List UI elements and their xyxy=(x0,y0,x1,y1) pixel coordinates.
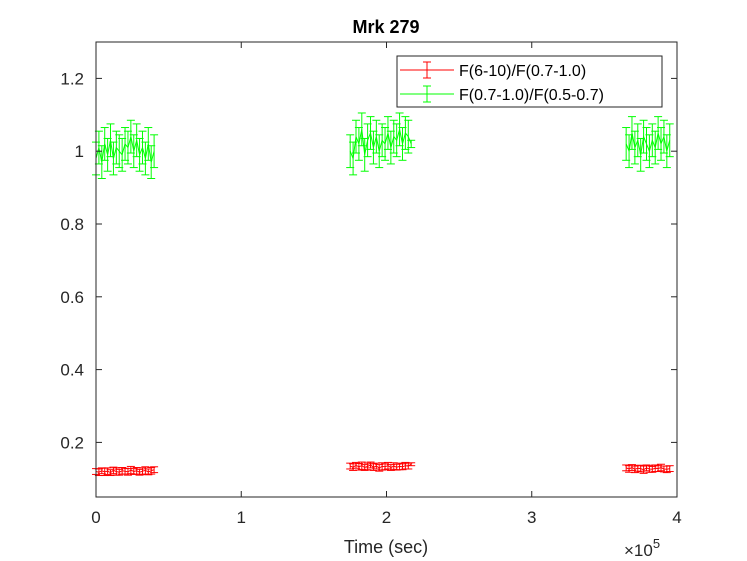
x-tick-label: 1 xyxy=(237,508,246,527)
series-line xyxy=(95,469,155,474)
series-0-segment-2 xyxy=(622,463,674,474)
series-0-segment-1 xyxy=(346,461,416,472)
legend: F(6-10)/F(0.7-1.0) F(0.7-1.0)/F(0.5-0.7) xyxy=(396,55,663,108)
x-axis-multiplier: ×105 xyxy=(624,536,660,560)
x-tick-label: 2 xyxy=(382,508,391,527)
legend-entry-0: F(6-10)/F(0.7-1.0) xyxy=(400,61,586,80)
series-line xyxy=(625,132,671,155)
y-tick-label: 0.6 xyxy=(60,288,84,307)
legend-entry-1: F(0.7-1.0)/F(0.5-0.7) xyxy=(400,85,604,104)
x-axis-multiplier-base: ×10 xyxy=(624,541,653,560)
y-tick-label: 0.4 xyxy=(60,361,84,380)
series-line xyxy=(349,129,412,161)
legend-label: F(6-10)/F(0.7-1.0) xyxy=(459,63,586,80)
series-1-segment-1 xyxy=(346,112,416,176)
series-line xyxy=(626,466,670,471)
series-0-segment-0 xyxy=(92,465,159,477)
series-1-segment-2 xyxy=(622,116,674,172)
axis-ticks: 0 1 2 3 4 0.2 0.4 0.6 0.8 1 1.2 xyxy=(60,42,682,527)
series-line xyxy=(95,136,155,163)
series-1-segment-0 xyxy=(92,119,159,179)
legend-label: F(0.7-1.0)/F(0.5-0.7) xyxy=(459,87,604,104)
x-tick-label: 3 xyxy=(527,508,536,527)
x-tick-label: 4 xyxy=(672,508,681,527)
y-tick-label: 1.2 xyxy=(60,69,84,88)
y-tick-label: 0.8 xyxy=(60,215,84,234)
plot-area xyxy=(92,112,674,477)
series-1 xyxy=(92,112,674,179)
series-line xyxy=(350,463,412,469)
legend-box xyxy=(396,55,663,108)
y-tick-label: 1 xyxy=(75,142,84,161)
x-axis-multiplier-exponent: 5 xyxy=(653,536,660,551)
x-axis-title: Time (sec) xyxy=(344,537,428,557)
chart-title: Mrk 279 xyxy=(352,17,419,37)
x-tick-label: 0 xyxy=(91,508,100,527)
series-0 xyxy=(92,461,674,477)
y-tick-label: 0.2 xyxy=(60,433,84,452)
